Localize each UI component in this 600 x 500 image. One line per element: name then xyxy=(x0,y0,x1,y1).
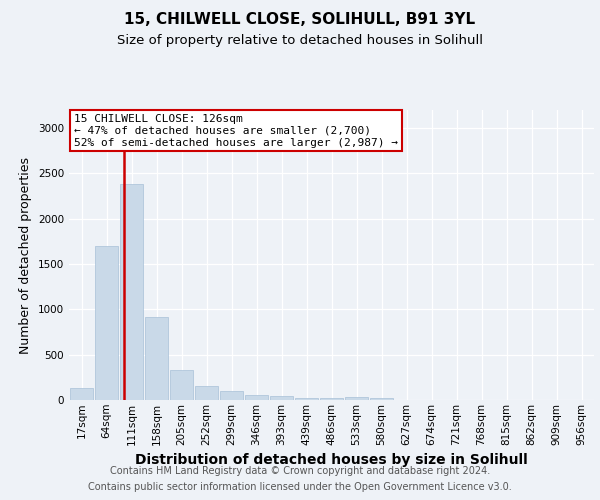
Bar xyxy=(345,398,368,400)
Bar xyxy=(295,398,318,400)
Text: 15 CHILWELL CLOSE: 126sqm
← 47% of detached houses are smaller (2,700)
52% of se: 15 CHILWELL CLOSE: 126sqm ← 47% of detac… xyxy=(74,114,398,148)
Bar xyxy=(70,388,93,400)
Bar xyxy=(170,370,193,400)
Bar xyxy=(370,398,393,400)
Text: Contains public sector information licensed under the Open Government Licence v3: Contains public sector information licen… xyxy=(88,482,512,492)
Bar xyxy=(145,316,168,400)
Bar xyxy=(95,246,118,400)
Bar xyxy=(270,396,293,400)
Text: Size of property relative to detached houses in Solihull: Size of property relative to detached ho… xyxy=(117,34,483,47)
Bar xyxy=(120,184,143,400)
Bar xyxy=(245,394,268,400)
X-axis label: Distribution of detached houses by size in Solihull: Distribution of detached houses by size … xyxy=(135,453,528,467)
Text: 15, CHILWELL CLOSE, SOLIHULL, B91 3YL: 15, CHILWELL CLOSE, SOLIHULL, B91 3YL xyxy=(124,12,476,28)
Bar xyxy=(195,386,218,400)
Y-axis label: Number of detached properties: Number of detached properties xyxy=(19,156,32,354)
Bar xyxy=(220,391,243,400)
Bar xyxy=(320,398,343,400)
Text: Contains HM Land Registry data © Crown copyright and database right 2024.: Contains HM Land Registry data © Crown c… xyxy=(110,466,490,476)
